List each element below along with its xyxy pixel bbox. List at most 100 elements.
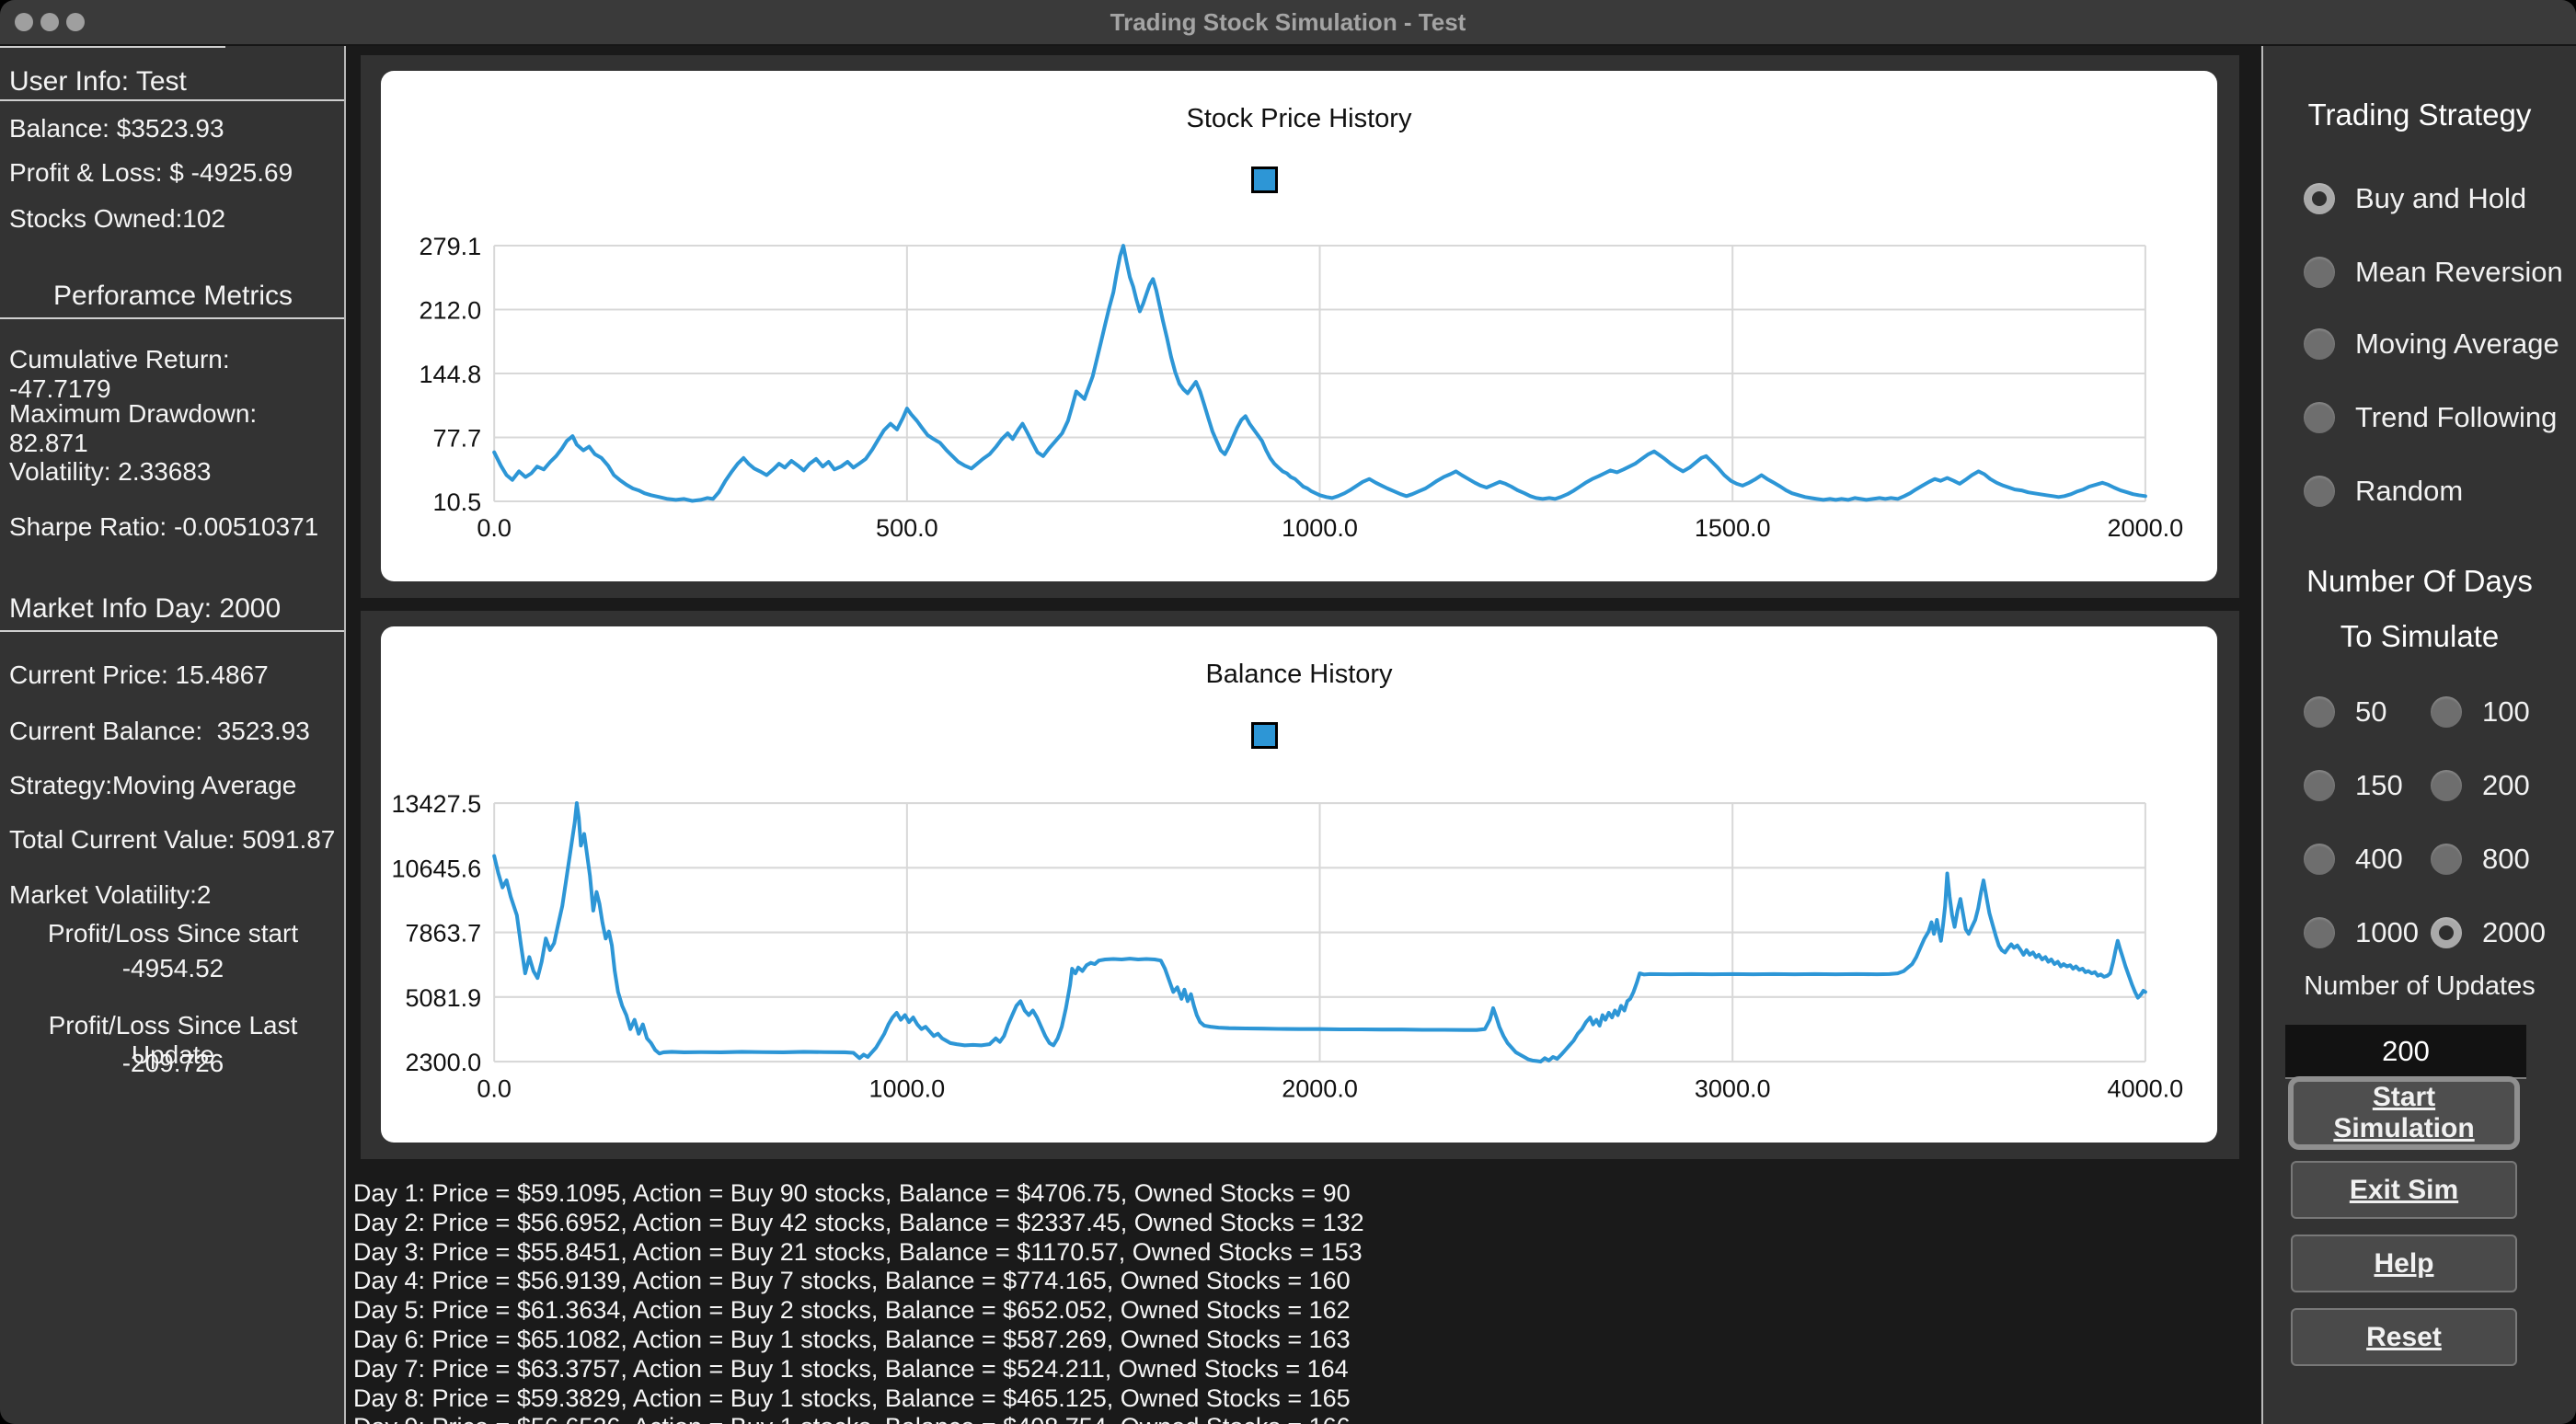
- legend-swatch-icon: [1251, 722, 1278, 749]
- svg-text:2300.0: 2300.0: [405, 1048, 481, 1076]
- profit-loss-label: Profit & Loss: $ -4925.69: [9, 158, 293, 187]
- log-line: Day 3: Price = $55.8451, Action = Buy 21…: [353, 1237, 1363, 1266]
- number-of-updates-input[interactable]: [2285, 1025, 2526, 1079]
- zoom-window-button[interactable]: [66, 13, 85, 31]
- radio-icon[interactable]: [2304, 183, 2335, 214]
- strategy-option-moving-average[interactable]: Moving Average: [2304, 326, 2559, 362]
- user-info-panel: User Info: Test Balance: $3523.93 Profit…: [0, 46, 346, 1424]
- svg-text:500.0: 500.0: [876, 514, 938, 542]
- log-line: Day 7: Price = $63.3757, Action = Buy 1 …: [353, 1354, 1349, 1383]
- total-current-value-label: Total Current Value: 5091.87: [9, 825, 336, 854]
- days-option-50[interactable]: 50: [2304, 694, 2386, 730]
- exit-sim-button[interactable]: Exit Sim: [2291, 1161, 2517, 1219]
- balance-chart-card: Balance History 0.0 1000.0 2000.0 3000.0 400…: [381, 626, 2217, 1143]
- strategy-option-mean-reversion[interactable]: Mean Reversion: [2304, 254, 2563, 291]
- log-line: Day 6: Price = $65.1082, Action = Buy 1 …: [353, 1325, 1351, 1353]
- days-option-2000[interactable]: 2000: [2431, 914, 2546, 951]
- log-line: Day 4: Price = $56.9139, Action = Buy 7 …: [353, 1267, 1351, 1295]
- radio-icon[interactable]: [2431, 696, 2462, 728]
- window-title: Trading Stock Simulation - Test: [1110, 8, 1466, 36]
- days-option-label: 1000: [2355, 916, 2419, 948]
- strategy-option-label: Random: [2355, 475, 2464, 507]
- days-option-label: 100: [2482, 695, 2530, 728]
- svg-text:0.0: 0.0: [477, 514, 512, 542]
- title-bar: Trading Stock Simulation - Test: [0, 0, 2576, 46]
- trading-strategy-header: Trading Strategy: [2307, 98, 2532, 132]
- days-option-200[interactable]: 200: [2431, 767, 2530, 804]
- log-line: Day 5: Price = $61.3634, Action = Buy 2 …: [353, 1296, 1351, 1325]
- days-header-line2: To Simulate: [2340, 619, 2500, 653]
- svg-text:212.0: 212.0: [420, 297, 482, 325]
- strategy-option-trend-following[interactable]: Trend Following: [2304, 399, 2557, 436]
- radio-icon[interactable]: [2431, 844, 2462, 875]
- radio-icon[interactable]: [2304, 917, 2335, 948]
- svg-text:13427.5: 13427.5: [391, 789, 481, 818]
- radio-icon[interactable]: [2304, 328, 2335, 360]
- days-option-1000[interactable]: 1000: [2304, 914, 2419, 951]
- days-option-label: 400: [2355, 843, 2403, 875]
- svg-text:0.0: 0.0: [477, 1074, 512, 1102]
- maximum-drawdown-label: Maximum Drawdown: 82.871: [9, 399, 264, 457]
- days-header-line1: Number Of Days: [2306, 564, 2533, 598]
- volatility-label: Volatility: 2.33683: [9, 457, 212, 486]
- svg-text:77.7: 77.7: [433, 425, 482, 453]
- svg-text:279.1: 279.1: [420, 233, 482, 260]
- log-line: Day 9: Price = $56.6536, Action = Buy 1 …: [353, 1413, 2261, 1424]
- radio-icon[interactable]: [2304, 257, 2335, 288]
- current-balance-label: Current Balance: 3523.93: [9, 717, 310, 745]
- sharpe-ratio-label: Sharpe Ratio: -0.00510371: [9, 512, 319, 541]
- market-info-header: Market Info Day: 2000: [9, 593, 282, 624]
- simulation-log[interactable]: Day 1: Price = $59.1095, Action = Buy 90…: [353, 1179, 2261, 1424]
- start-simulation-button[interactable]: Start Simulation: [2288, 1076, 2520, 1150]
- log-line: Day 2: Price = $56.6952, Action = Buy 42…: [353, 1208, 1364, 1236]
- minimize-window-button[interactable]: [40, 13, 59, 31]
- stock-price-plot: 0.0 500.0 1000.0 1500.0 2000.0 279.1 212.0 144.…: [381, 71, 2217, 581]
- svg-text:10.5: 10.5: [433, 488, 482, 516]
- svg-text:144.8: 144.8: [420, 361, 482, 388]
- close-window-button[interactable]: [15, 13, 33, 31]
- days-option-100[interactable]: 100: [2431, 694, 2530, 730]
- strategy-option-buy-and-hold[interactable]: Buy and Hold: [2304, 180, 2526, 217]
- strategy-option-random[interactable]: Random: [2304, 473, 2463, 510]
- svg-text:1000.0: 1000.0: [1282, 514, 1358, 542]
- radio-icon[interactable]: [2431, 917, 2462, 948]
- log-line: Day 8: Price = $59.3829, Action = Buy 1 …: [353, 1384, 1351, 1412]
- days-option-label: 150: [2355, 769, 2403, 801]
- market-volatility-label: Market Volatility:2: [9, 880, 212, 909]
- days-option-label: 2000: [2482, 916, 2546, 948]
- divider: [0, 317, 344, 319]
- days-option-label: 800: [2482, 843, 2530, 875]
- radio-icon[interactable]: [2304, 696, 2335, 728]
- radio-icon[interactable]: [2304, 402, 2335, 433]
- performance-metrics-header: Perforamce Metrics: [52, 281, 293, 311]
- strategy-option-label: Buy and Hold: [2355, 182, 2527, 214]
- days-option-400[interactable]: 400: [2304, 841, 2403, 878]
- svg-text:7863.7: 7863.7: [405, 919, 481, 947]
- divider: [0, 99, 344, 101]
- strategy-option-label: Trend Following: [2355, 401, 2558, 433]
- log-line: Day 1: Price = $59.1095, Action = Buy 90…: [353, 1179, 1351, 1207]
- days-option-label: 200: [2482, 769, 2530, 801]
- reset-button[interactable]: Reset: [2291, 1308, 2517, 1366]
- radio-icon[interactable]: [2304, 844, 2335, 875]
- strategy-label: Strategy:Moving Average: [9, 771, 297, 799]
- help-button[interactable]: Help: [2291, 1235, 2517, 1292]
- pl-since-update-value: -209.726: [121, 1049, 224, 1077]
- balance-chart-title: Balance History: [1205, 660, 1393, 689]
- days-option-label: 50: [2355, 695, 2387, 728]
- radio-icon[interactable]: [2431, 770, 2462, 801]
- controls-panel: Trading Strategy Buy and Hold Mean Rever…: [2261, 46, 2576, 1424]
- days-option-150[interactable]: 150: [2304, 767, 2403, 804]
- divider: [0, 46, 225, 48]
- cumulative-return-label: Cumulative Return: -47.7179: [9, 345, 237, 403]
- radio-icon[interactable]: [2304, 770, 2335, 801]
- stocks-owned-label: Stocks Owned:102: [9, 204, 226, 233]
- legend-swatch-icon: [1251, 167, 1278, 193]
- days-option-800[interactable]: 800: [2431, 841, 2530, 878]
- pl-since-start-label: Profit/Loss Since start: [47, 919, 299, 947]
- balance-plot: 0.0 1000.0 2000.0 3000.0 4000.0 13427.5 10645.…: [381, 626, 2217, 1143]
- svg-text:3000.0: 3000.0: [1695, 1074, 1771, 1102]
- radio-icon[interactable]: [2304, 476, 2335, 507]
- svg-text:2000.0: 2000.0: [2108, 514, 2184, 542]
- stock-price-chart-card: Stock Price History 0.0 500.0 1000.0 1500.0…: [381, 71, 2217, 581]
